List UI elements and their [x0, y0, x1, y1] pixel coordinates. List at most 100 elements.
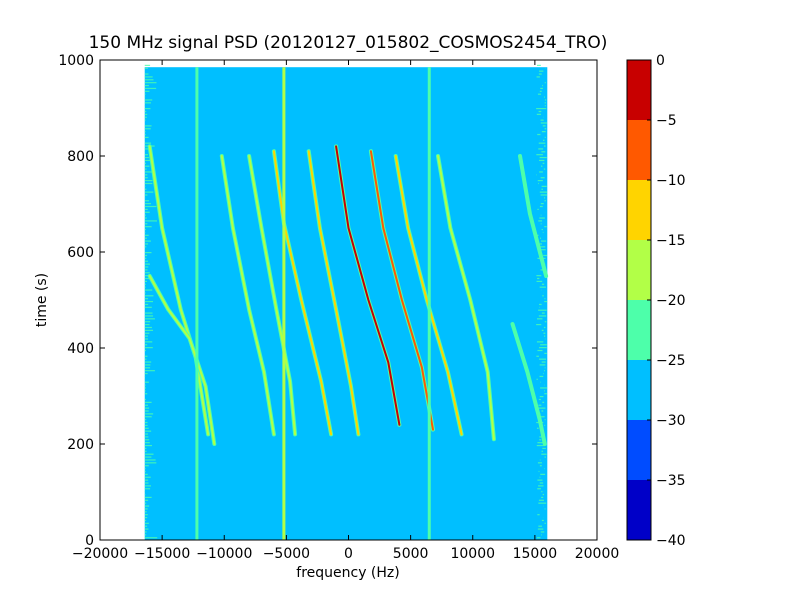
noise-streak — [544, 99, 547, 101]
noise-streak — [144, 280, 148, 282]
noise-streak — [544, 419, 546, 421]
noise-streak — [144, 329, 154, 331]
noise-streak — [541, 496, 544, 498]
noise-streak — [541, 410, 544, 412]
noise-streak — [537, 514, 540, 516]
noise-streak — [541, 228, 543, 231]
noise-streak — [144, 341, 153, 343]
noise-streak — [144, 381, 149, 383]
noise-streak — [144, 217, 147, 219]
noise-streak — [144, 237, 147, 239]
noise-streak — [541, 312, 545, 314]
noise-streak — [144, 243, 149, 245]
colorbar-tick-label: −15 — [656, 233, 686, 249]
noise-streak — [144, 220, 158, 222]
noise-streak — [144, 266, 149, 268]
noise-streak — [144, 459, 156, 461]
noise-streak — [144, 87, 157, 90]
noise-streak — [144, 514, 148, 516]
x-tick-label: −10000 — [196, 546, 252, 562]
noise-streak — [539, 358, 546, 360]
colorbar-tick-label: −30 — [656, 413, 686, 429]
noise-streak — [144, 367, 151, 369]
noise-streak — [144, 537, 158, 539]
noise-streak — [144, 257, 147, 259]
noise-streak — [537, 234, 539, 236]
y-axis: 0 200 400 600 800 1000 — [58, 53, 597, 549]
noise-streak — [144, 404, 148, 406]
noise-streak — [540, 87, 543, 90]
noise-streak — [144, 205, 157, 208]
noise-streak — [144, 292, 146, 294]
noise-streak — [144, 324, 150, 326]
noise-streak — [539, 286, 546, 288]
noise-streak — [538, 485, 544, 487]
noise-streak — [542, 401, 545, 403]
colorbar-level — [627, 360, 651, 420]
x-tick-label: −15000 — [134, 546, 190, 562]
noise-streak — [144, 502, 147, 504]
noise-streak — [144, 531, 147, 533]
noise-streak — [144, 110, 147, 113]
noise-streak — [144, 444, 152, 447]
noise-streak — [539, 364, 546, 366]
noise-streak — [144, 246, 147, 248]
noise-streak — [537, 133, 541, 136]
noise-streak — [144, 171, 153, 173]
noise-streak — [537, 93, 542, 95]
noise-streak — [537, 462, 542, 464]
noise-streak — [539, 375, 544, 378]
colorbar-level — [627, 240, 651, 300]
noise-streak — [544, 393, 547, 395]
noise-streak — [144, 407, 150, 409]
noise-streak — [541, 185, 547, 187]
noise-streak — [540, 240, 547, 242]
x-tick-label: −5000 — [263, 546, 310, 562]
noise-streak — [538, 142, 546, 144]
noise-streak — [144, 116, 147, 118]
x-tick-label: 5000 — [393, 546, 429, 562]
noise-streak — [538, 502, 547, 504]
noise-streak — [144, 522, 149, 524]
noise-streak — [144, 338, 148, 340]
noise-streak — [144, 168, 147, 170]
noise-streak — [144, 208, 148, 210]
noise-streak — [537, 488, 541, 490]
noise-streak — [144, 450, 147, 452]
noise-streak — [144, 493, 146, 496]
noise-streak — [541, 329, 544, 331]
x-tick-label: 10000 — [450, 546, 495, 562]
noise-streak — [144, 372, 148, 375]
noise-streak — [144, 496, 152, 498]
noise-streak — [543, 168, 546, 170]
noise-streak — [544, 197, 546, 199]
noise-streak — [540, 237, 542, 239]
psd-background — [144, 67, 548, 540]
noise-streak — [144, 456, 152, 458]
noise-streak — [144, 312, 153, 314]
colorbar-tick-label: −25 — [656, 353, 686, 369]
noise-streak — [539, 347, 547, 349]
noise-streak — [544, 300, 548, 303]
noise-streak — [539, 159, 545, 162]
noise-streak — [537, 180, 543, 182]
noise-streak — [144, 165, 150, 167]
noise-streak — [543, 254, 547, 257]
noise-streak — [144, 499, 149, 501]
noise-streak — [537, 528, 544, 530]
noise-streak — [541, 361, 546, 363]
noise-streak — [544, 522, 546, 524]
doppler-track — [307, 150, 360, 436]
noise-streak — [536, 113, 541, 115]
noise-streak — [144, 211, 150, 213]
noise-streak — [144, 133, 146, 136]
noise-streak — [540, 194, 548, 196]
noise-streak — [144, 231, 146, 234]
noise-streak — [144, 470, 146, 473]
noise-streak — [144, 73, 149, 75]
noise-streak — [144, 476, 151, 478]
noise-streak — [539, 171, 543, 173]
noise-streak — [540, 122, 547, 124]
noise-streak — [144, 384, 146, 386]
